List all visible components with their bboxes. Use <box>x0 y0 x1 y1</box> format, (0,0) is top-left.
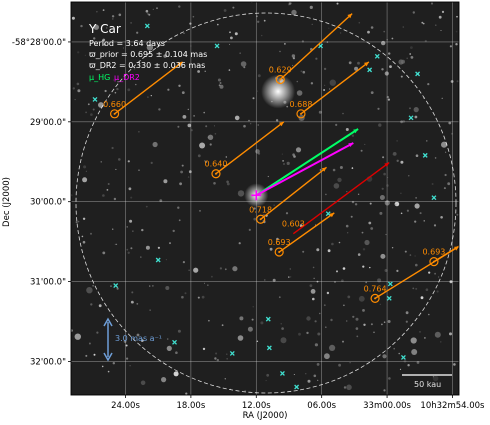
companion-parallax-label: 0.688 <box>290 100 313 109</box>
x-tick-label: 24.00s <box>111 401 140 411</box>
period-text: Period = 3.64 days <box>89 39 165 48</box>
field-source-marker <box>431 195 437 201</box>
x-tick-label: 10h32m54.00s <box>420 401 485 411</box>
scale-bar: 50 kau <box>402 374 452 389</box>
field-source-marker <box>408 115 414 121</box>
field-source-marker <box>415 71 421 77</box>
parallax-dr2-text: ϖ_DR2 = 0.330 ± 0.036 mas <box>89 61 205 70</box>
companion-parallax-label: 0.693 <box>268 238 291 247</box>
y-tick-label: 32'00.0" <box>30 357 66 367</box>
companion-parallax-label: 0.764 <box>364 284 387 293</box>
companion-parallax-label: 0.718 <box>249 205 272 214</box>
bright-star-glow <box>261 74 296 109</box>
field-source-marker <box>172 339 177 345</box>
target-marker <box>251 190 262 201</box>
companion-candidate: 0.660 <box>103 61 183 119</box>
x-tick-label: 33m00.00s <box>363 401 411 411</box>
legend-mu-dr2: μ_DR2 <box>114 73 140 82</box>
coordinate-grid <box>71 2 459 395</box>
field-source-marker <box>214 43 220 49</box>
field-source-marker <box>266 345 272 351</box>
background-star-field <box>71 2 459 395</box>
field-source-marker <box>265 316 271 322</box>
field-source-marker <box>113 283 119 289</box>
companion-parallax-label: 0.640 <box>205 160 228 169</box>
field-source-marker <box>155 257 161 263</box>
field-source-marker <box>52 185 56 189</box>
x-axis-label: RA (J2000) <box>243 411 288 421</box>
field-source-marker <box>387 281 393 287</box>
field-source-marker <box>279 370 285 376</box>
field-source-marker <box>92 96 98 102</box>
field-source-marker <box>367 67 373 73</box>
companion-parallax-label: 0.660 <box>103 100 126 109</box>
info-box: Y Car Period = 3.64 days ϖ_prior = 0.695… <box>88 22 207 82</box>
y-tick-label: 30'00.0" <box>30 198 66 208</box>
field-source-marker <box>229 351 235 356</box>
field-source-marker <box>422 152 428 158</box>
parallax-prior-text: ϖ_prior = 0.695 ± 0.104 mas <box>89 50 207 59</box>
companion-candidate: 0.603 <box>282 161 390 235</box>
scale-bar-label: 50 kau <box>414 380 441 389</box>
companion-candidate: 0.764 <box>364 245 459 303</box>
companion-parallax-label: 0.693 <box>422 248 445 257</box>
search-region-circle <box>75 12 457 394</box>
companion-candidate: 0.629 <box>269 13 353 85</box>
field-source-marker <box>400 354 406 360</box>
companion-candidate: 0.693 <box>268 212 335 257</box>
y-tick-label: 31'00.0" <box>30 278 66 288</box>
companion-parallax-label: 0.603 <box>282 220 305 229</box>
field-source-marker <box>144 23 150 29</box>
companion-candidate: 0.718 <box>249 166 327 224</box>
companion-candidate: 0.640 <box>205 121 285 179</box>
x-tick-label: 12.00s <box>242 401 271 411</box>
scale-arrow: 3.0 mas a⁻¹ <box>103 317 162 362</box>
field-source-marker <box>374 53 380 59</box>
x-tick-label: 06.00s <box>307 401 336 411</box>
legend-mu-hg: μ_HG <box>89 73 110 82</box>
field-source-marker <box>325 211 331 217</box>
field-source-marker <box>386 295 392 301</box>
x-tick-label: 18.00s <box>177 401 206 411</box>
field-source-marker <box>294 384 300 390</box>
object-name: Y Car <box>88 22 121 36</box>
y-tick-label: 29'00.0" <box>30 118 66 128</box>
companion-candidate: 0.688 <box>290 61 370 119</box>
y-tick-label: -58°28'00.0" <box>12 38 66 48</box>
y-axis-label: Dec (J2000) <box>2 177 12 227</box>
companion-parallax-label: 0.629 <box>269 65 292 74</box>
axis-ticks: 24.00s 18.00s 12.00s 06.00s 33m00.00s 10h32m5… <box>12 38 485 411</box>
scale-arrow-label: 3.0 mas a⁻¹ <box>115 334 162 343</box>
plot-frame <box>70 1 460 396</box>
target-vectors <box>255 128 359 197</box>
